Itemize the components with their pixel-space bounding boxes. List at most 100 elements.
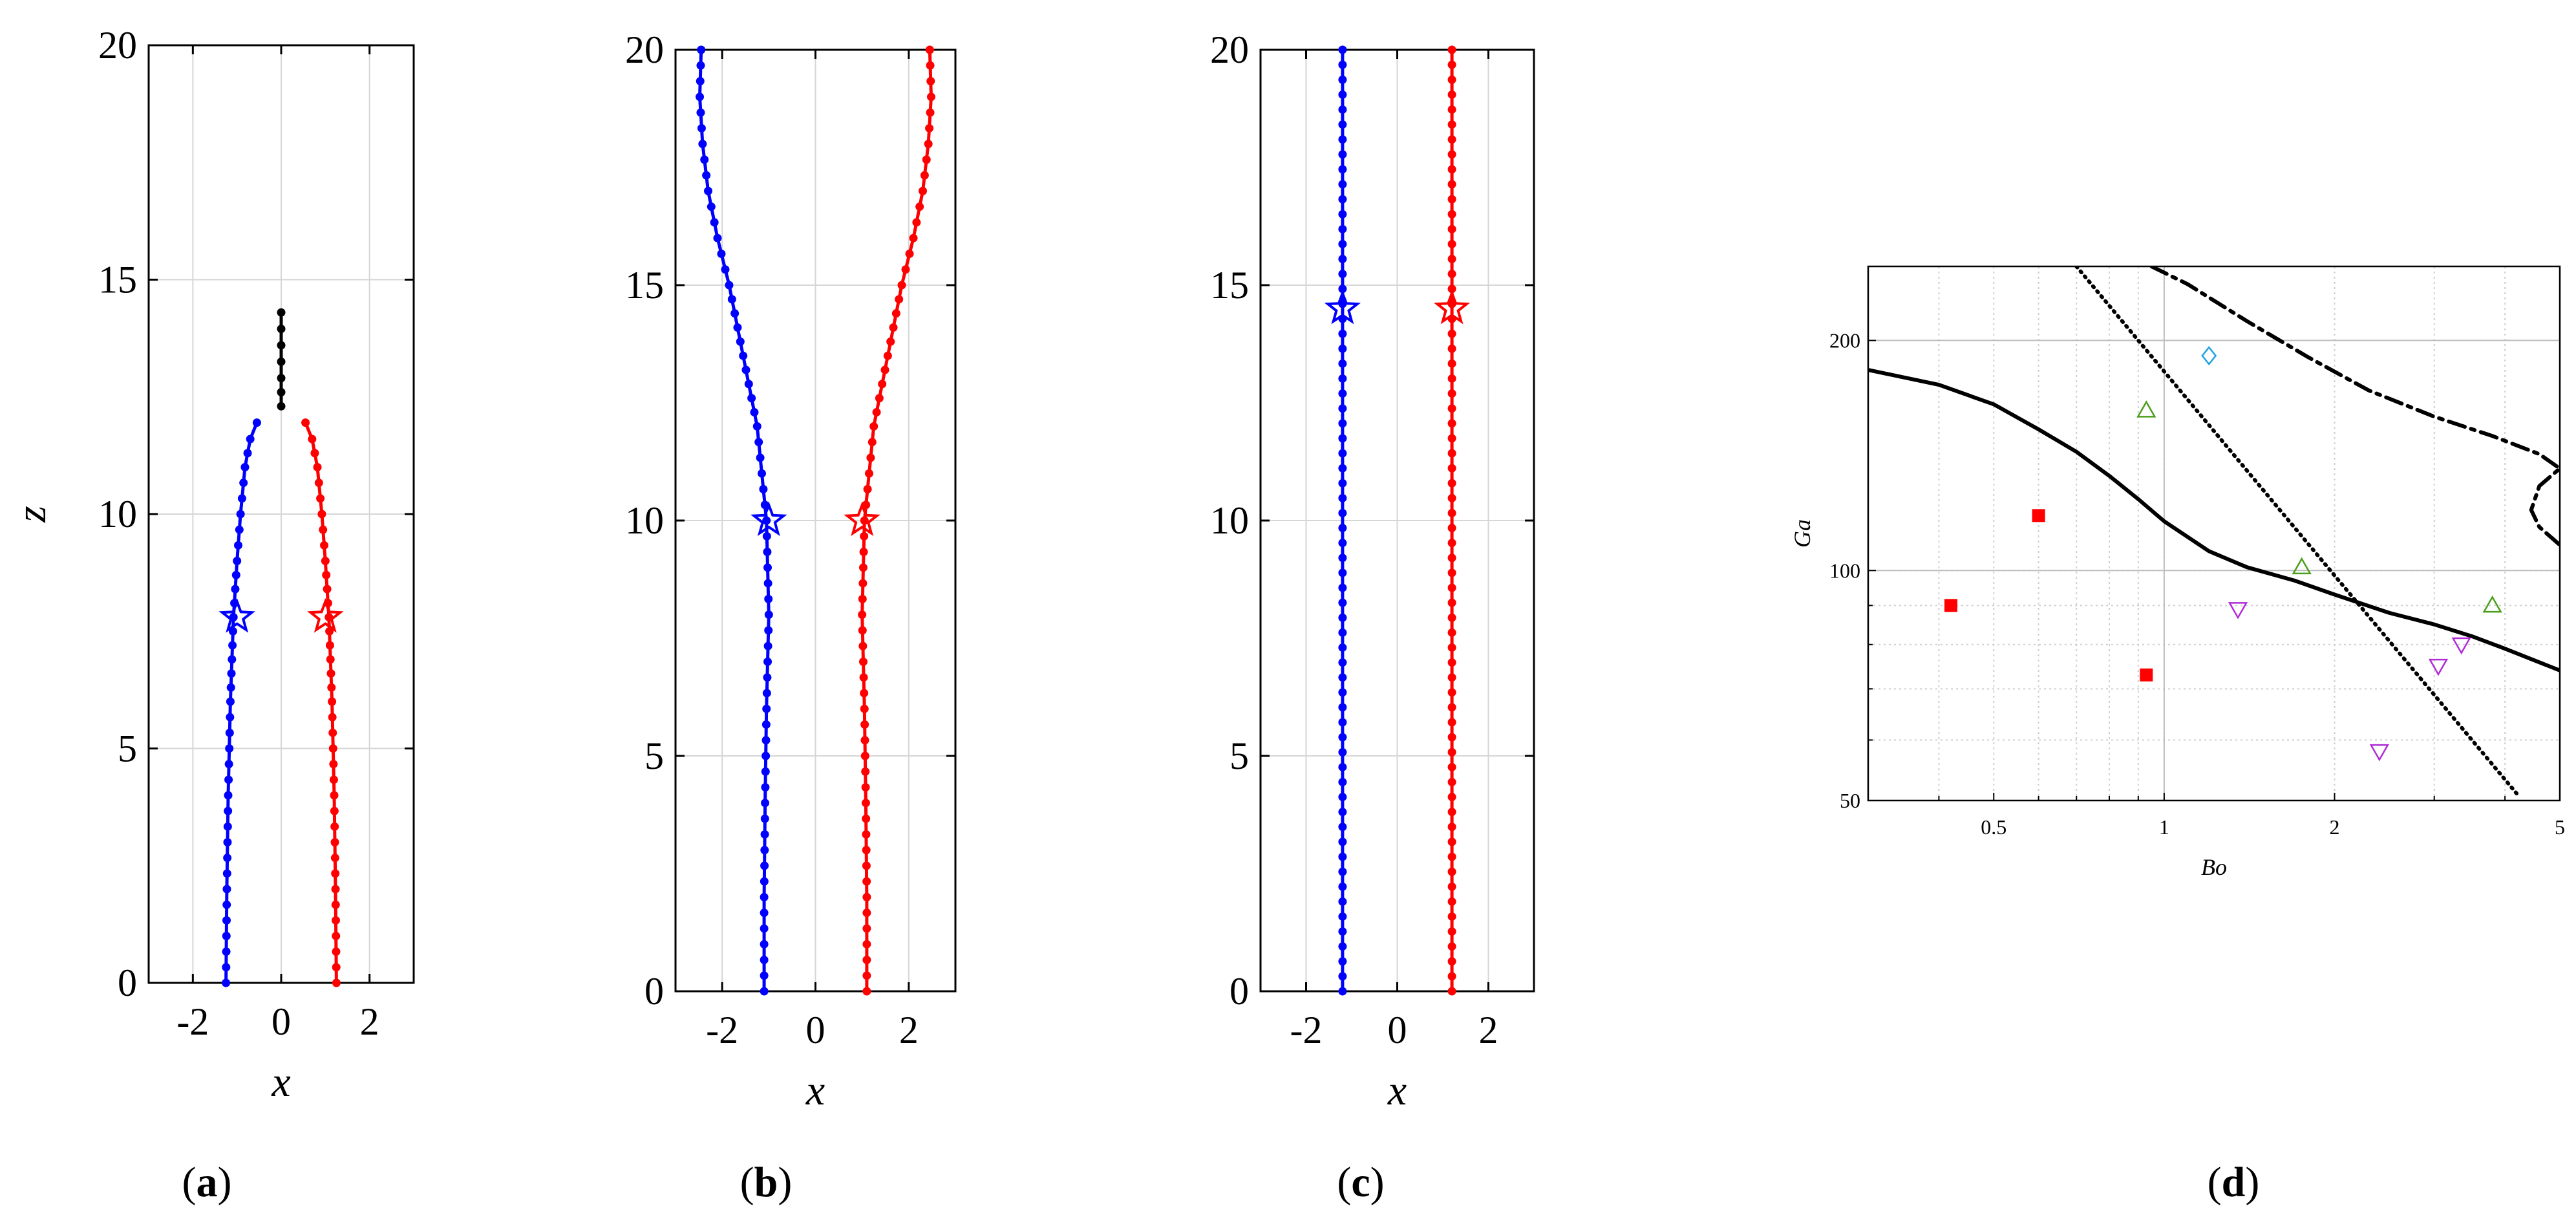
data-point (858, 579, 868, 588)
data-point (1447, 793, 1456, 802)
data-point (1338, 808, 1347, 817)
y-tick-label: 5 (1229, 735, 1249, 777)
data-point (1338, 359, 1347, 368)
data-point (224, 760, 233, 769)
data-point (760, 877, 769, 886)
data-point (1447, 493, 1456, 502)
data-point (717, 249, 726, 258)
star-marker (1324, 289, 1361, 325)
data-point (861, 767, 870, 776)
y-tick-label: 200 (1829, 329, 1860, 352)
data-point (1447, 823, 1456, 832)
x-tick-label: -2 (1290, 1009, 1323, 1051)
data-point (761, 720, 771, 729)
data-point (763, 657, 772, 666)
data-point (1447, 239, 1456, 248)
data-point (880, 365, 889, 374)
data-point (1447, 270, 1456, 279)
data-point (1447, 135, 1456, 144)
data-point (1447, 658, 1456, 667)
data-point (1338, 224, 1347, 233)
panel-label-b: (b) (740, 1159, 793, 1206)
data-point (886, 337, 895, 346)
data-point (1447, 419, 1456, 428)
data-point (760, 971, 769, 980)
data-point (240, 463, 250, 471)
series-0 (1324, 45, 1361, 996)
data-point (1447, 987, 1456, 996)
data-point (1338, 867, 1347, 876)
x-tick-label: 2 (899, 1009, 919, 1051)
data-point (763, 579, 772, 588)
panel-label-c: (c) (1337, 1159, 1384, 1206)
data-point (1447, 568, 1456, 577)
data-point (1447, 598, 1456, 607)
data-point (252, 418, 261, 427)
series-0 (218, 418, 261, 987)
data-point (1338, 852, 1347, 861)
data-point (329, 775, 338, 784)
data-point (862, 846, 871, 855)
data-point (926, 108, 935, 117)
data-point (858, 641, 868, 651)
data-point (752, 422, 761, 431)
data-point (332, 916, 341, 925)
data-point (326, 669, 335, 678)
data-point (756, 453, 765, 462)
data-point (764, 626, 773, 635)
y-tick-label: 20 (98, 24, 137, 67)
data-point (760, 846, 769, 855)
data-point (1447, 464, 1456, 473)
data-point (1447, 374, 1456, 383)
data-point (332, 963, 341, 972)
data-point (222, 916, 231, 925)
data-point (1447, 404, 1456, 413)
data-point (231, 570, 240, 579)
data-point (761, 767, 770, 776)
star-marker (844, 501, 880, 537)
series-2 (277, 308, 286, 411)
data-point (222, 947, 231, 956)
data-point (1338, 374, 1347, 383)
data-point (330, 854, 339, 863)
data-point (226, 713, 235, 722)
data-point (310, 449, 319, 458)
data-point (762, 689, 771, 698)
data-point (915, 202, 924, 211)
data-point (860, 689, 869, 698)
data-point (760, 892, 769, 901)
data-point (1447, 703, 1456, 712)
series-1 (1433, 45, 1471, 996)
data-point (1338, 927, 1347, 936)
data-point (239, 479, 248, 488)
data-point (866, 453, 875, 462)
data-point (314, 479, 323, 488)
data-point (1447, 927, 1456, 936)
square-marker (2140, 668, 2153, 682)
data-point (325, 641, 334, 650)
data-point (1338, 628, 1347, 637)
data-point (330, 838, 339, 846)
x-axis-label: x (1387, 1067, 1407, 1114)
data-point (1338, 493, 1347, 502)
data-point (924, 140, 933, 149)
data-point (1447, 808, 1456, 817)
data-point (222, 869, 231, 878)
diamond-marker (2201, 346, 2217, 366)
data-point (1338, 344, 1347, 353)
y-tick-label: 0 (1229, 970, 1249, 1013)
data-point (329, 760, 338, 769)
x-axis-label: x (271, 1059, 290, 1106)
data-point (1338, 777, 1347, 786)
data-point (228, 641, 237, 650)
data-point (864, 469, 873, 478)
data-point (725, 281, 734, 290)
data-point (1447, 180, 1456, 189)
data-point (1338, 837, 1347, 846)
data-point (1338, 942, 1347, 951)
data-point (222, 885, 231, 894)
data-point (862, 830, 871, 839)
data-point (320, 541, 329, 550)
data-point (1447, 434, 1456, 443)
